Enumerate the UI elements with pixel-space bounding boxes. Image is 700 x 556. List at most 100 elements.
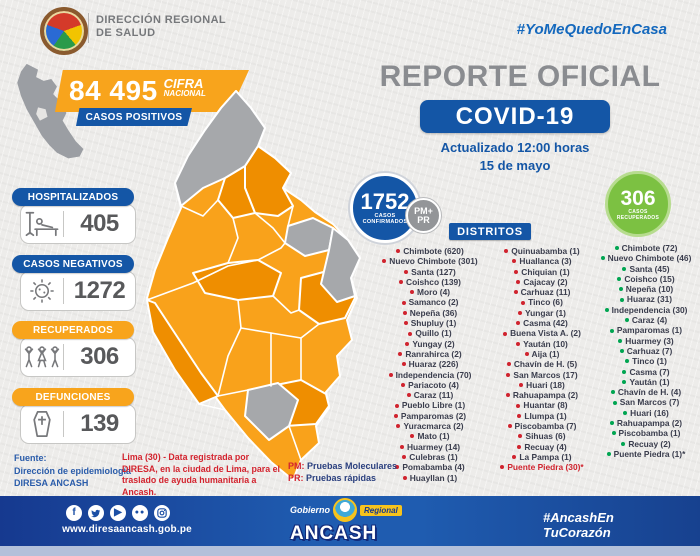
twitter-icon[interactable] <box>88 505 104 521</box>
bullet-icon <box>623 410 628 415</box>
district-label: Chavín de H. (5) <box>513 359 578 370</box>
district-item: Piscobamba (7) <box>484 421 600 431</box>
stat-value-recovered: 306 <box>80 343 119 370</box>
district-label: Buena Vista A. (2) <box>510 328 581 339</box>
youtube-icon[interactable]: ▶ <box>110 505 126 521</box>
district-label: Recuay (4) <box>524 441 567 452</box>
district-label: Yaután (10) <box>523 338 568 349</box>
district-label: Casma (42) <box>523 318 568 329</box>
instagram-icon[interactable] <box>154 505 170 521</box>
district-item: Nuevo Chimbote (46) <box>594 253 698 263</box>
bullet-icon <box>406 393 411 398</box>
district-item: Rahuapampa (2) <box>594 418 698 428</box>
district-item: Tinco (1) <box>594 356 698 366</box>
district-item: Santa (45) <box>594 264 698 274</box>
bullet-icon <box>517 444 522 449</box>
district-item: Mato (1) <box>374 431 486 441</box>
stat-card-recovered: 306 <box>20 337 136 377</box>
peru-ancash-highlight <box>36 107 48 121</box>
bullet-icon <box>514 269 519 274</box>
website-url[interactable]: www.diresaancash.gob.pe <box>62 524 192 535</box>
bullet-icon <box>512 455 517 460</box>
district-item: Samanco (2) <box>374 297 486 307</box>
district-label: Mato (1) <box>417 431 450 442</box>
district-label: Yaután (1) <box>629 376 670 387</box>
district-label: Huaraz (31) <box>626 294 673 305</box>
district-label: Quinuabamba (1) <box>511 246 580 256</box>
district-item: San Marcos (17) <box>484 370 600 380</box>
social-icons: f ▶ ●● <box>66 505 170 521</box>
confirmed-districts-column-2: Quinuabamba (1) Huallanca (3) Chiquian (1)… <box>484 246 600 473</box>
bullet-icon <box>394 403 399 408</box>
district-item: Pueblo Libre (1) <box>374 400 486 410</box>
district-item: San Marcos (7) <box>594 397 698 407</box>
bullet-icon <box>503 331 508 336</box>
stat-pill-deaths: DEFUNCIONES <box>12 388 134 406</box>
bullet-icon <box>399 280 404 285</box>
district-label: San Marcos (7) <box>619 397 680 408</box>
district-label: Samanco (2) <box>408 297 459 308</box>
bullet-icon <box>625 359 630 364</box>
recovered-value: 306 <box>620 186 656 210</box>
org-name-line1: DIRECCIÓN REGIONAL <box>96 14 227 26</box>
district-label: Llumpa (1) <box>524 410 567 421</box>
district-item: Tinco (6) <box>484 297 600 307</box>
district-item: Carhuaz (11) <box>484 287 600 297</box>
bullet-icon <box>506 372 511 377</box>
district-label: Caraz (11) <box>413 390 454 401</box>
facebook-icon[interactable]: f <box>66 505 82 521</box>
stat-pill-negatives: CASOS NEGATIVOS <box>12 255 134 273</box>
district-item: Casma (42) <box>484 318 600 328</box>
district-item: Quinuabamba (1) <box>484 246 600 256</box>
district-item: Huayllan (1) <box>374 473 486 483</box>
national-cases-value: 84 495 <box>69 75 158 106</box>
district-item: Nepeña (10) <box>594 284 698 294</box>
peru-map <box>17 63 84 159</box>
source-note: Fuente: Dirección de epidemiología DIRES… <box>14 453 132 488</box>
bullet-icon <box>519 383 524 387</box>
bullet-icon <box>622 266 627 271</box>
district-item: Yuracmarca (2) <box>374 421 486 431</box>
regional-government-logo: Gobierno Regional ANCASH <box>290 498 420 545</box>
district-label: Pueblo Libre (1) <box>401 400 466 411</box>
stat-value-negatives: 1272 <box>73 277 126 304</box>
people-celebrating-icon <box>21 344 63 370</box>
district-label: Nepeña (10) <box>625 284 674 295</box>
district-item: Carhuaz (7) <box>594 346 698 356</box>
bullet-icon <box>518 434 523 439</box>
district-item: Quillo (1) <box>374 328 486 338</box>
bullet-icon <box>401 383 406 387</box>
national-positives-ribbon: CASOS POSITIVOS <box>76 108 192 126</box>
district-label: Sihuas (6) <box>525 431 566 442</box>
bullet-icon <box>512 259 517 264</box>
district-item: Independencia (70) <box>374 370 486 380</box>
bullet-icon <box>621 441 626 446</box>
district-label: Chimbote (620) <box>403 246 464 256</box>
stat-divider <box>63 211 64 237</box>
district-label: Huari (18) <box>526 379 565 390</box>
district-label: Pomabamba (4) <box>402 462 465 473</box>
bullet-icon <box>612 400 617 405</box>
bullet-icon <box>619 349 624 354</box>
district-label: Caraz (4) <box>631 315 668 326</box>
district-item: Independencia (30) <box>594 305 698 315</box>
bullet-icon <box>395 465 400 470</box>
district-label: Santa (45) <box>629 263 670 274</box>
recovered-districts-column: Chimbote (72) Nuevo Chimbote (46) Santa (4… <box>594 243 698 459</box>
bullet-icon <box>505 393 510 398</box>
district-item: Caraz (4) <box>594 315 698 325</box>
org-name: DIRECCIÓN REGIONAL DE SALUD <box>96 14 226 40</box>
district-item: Recuay (2) <box>594 439 698 449</box>
bullet-icon <box>516 321 521 326</box>
updated-date: 15 de mayo <box>479 158 551 173</box>
district-item: Moro (4) <box>374 287 486 297</box>
map-gray-province-north <box>174 90 266 207</box>
district-item: Huarmey (14) <box>374 442 486 452</box>
district-item: Cajacay (2) <box>484 277 600 287</box>
bullet-icon <box>401 300 406 305</box>
bullet-icon <box>396 424 401 429</box>
footer-bottom-strip <box>0 546 700 556</box>
flickr-icon[interactable]: ●● <box>132 505 148 521</box>
bullet-icon <box>402 455 407 460</box>
bullet-icon <box>521 300 526 305</box>
